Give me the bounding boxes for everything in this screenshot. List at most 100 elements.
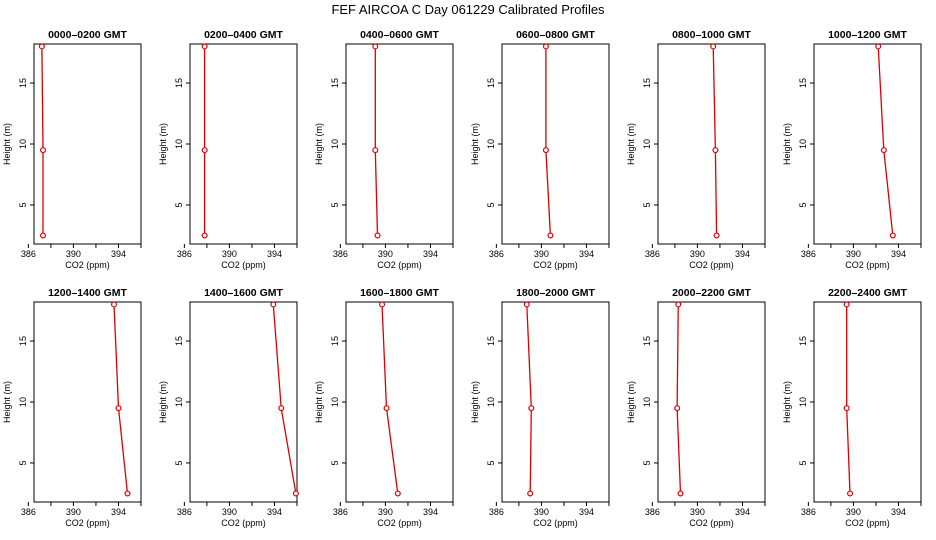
x-tick-label: 390 <box>222 507 237 517</box>
plot-frame <box>345 301 454 503</box>
profile-point <box>40 232 47 239</box>
profile-line <box>272 304 297 494</box>
y-tick-label: 5 <box>486 460 496 465</box>
x-tick-label: 386 <box>489 507 504 517</box>
profile-point <box>843 405 850 412</box>
profile-point <box>292 490 299 497</box>
y-tick-label: 10 <box>174 139 184 149</box>
y-axis-label: Height (m) <box>470 123 480 165</box>
y-tick-label: 5 <box>798 460 808 465</box>
y-tick-label: 5 <box>174 460 184 465</box>
x-tick-label: 394 <box>735 249 750 259</box>
profile-point <box>843 301 850 308</box>
x-tick-label: 390 <box>222 249 237 259</box>
panel-title: 2000–2200 GMT <box>672 287 751 299</box>
profile-point <box>201 147 208 154</box>
profile-point <box>372 43 379 50</box>
profile-point <box>379 301 386 308</box>
y-tick-label: 15 <box>798 336 808 346</box>
profile-point <box>542 43 549 50</box>
plot-frame <box>501 301 610 503</box>
profile-line <box>676 304 682 494</box>
profile-point <box>270 301 277 308</box>
x-tick-label: 390 <box>690 249 705 259</box>
profile-line <box>877 46 894 236</box>
y-tick-label: 10 <box>18 397 28 407</box>
x-tick-label: 390 <box>378 507 393 517</box>
profile-point <box>713 232 720 239</box>
y-tick-label: 5 <box>174 202 184 207</box>
x-tick-label: 386 <box>333 507 348 517</box>
x-axis-label: CO2 (ppm) <box>377 260 422 270</box>
profile-point <box>889 232 896 239</box>
y-tick-label: 5 <box>642 460 652 465</box>
plot-frame <box>501 43 610 245</box>
x-tick-label: 390 <box>66 507 81 517</box>
y-tick-label: 5 <box>330 460 340 465</box>
profile-line <box>846 304 851 494</box>
panel-title: 0600–0800 GMT <box>516 29 595 41</box>
x-tick-label: 386 <box>21 507 36 517</box>
y-tick-label: 10 <box>798 139 808 149</box>
profile-point <box>201 232 208 239</box>
x-tick-label: 386 <box>801 249 816 259</box>
profile-point <box>528 405 535 412</box>
profile-line <box>374 46 379 236</box>
y-tick-label: 15 <box>486 336 496 346</box>
y-tick-label: 5 <box>798 202 808 207</box>
panel-title: 1800–2000 GMT <box>516 287 595 299</box>
x-axis-label: CO2 (ppm) <box>689 260 734 270</box>
profile-point <box>674 405 681 412</box>
x-tick-label: 394 <box>891 249 906 259</box>
profile-point <box>115 405 122 412</box>
y-tick-label: 5 <box>18 202 28 207</box>
y-tick-label: 10 <box>174 397 184 407</box>
y-axis-label: Height (m) <box>626 123 636 165</box>
panel-title: 0800–1000 GMT <box>672 29 751 41</box>
x-tick-label: 390 <box>846 249 861 259</box>
plot-frame <box>657 43 766 245</box>
y-tick-label: 10 <box>330 397 340 407</box>
y-tick-label: 15 <box>18 78 28 88</box>
x-tick-label: 394 <box>267 249 282 259</box>
plot-frame <box>33 43 142 245</box>
y-tick-label: 15 <box>642 336 652 346</box>
profile-point <box>675 301 682 308</box>
x-tick-label: 390 <box>378 249 393 259</box>
profile-point <box>38 43 45 50</box>
panel-title: 0000–0200 GMT <box>48 29 127 41</box>
x-tick-label: 386 <box>489 249 504 259</box>
y-axis-label: Height (m) <box>314 381 324 423</box>
profile-point <box>372 147 379 154</box>
profile-point <box>677 490 684 497</box>
profile-point <box>278 405 285 412</box>
x-tick-label: 394 <box>423 507 438 517</box>
x-tick-label: 386 <box>21 249 36 259</box>
panel-title: 0400–0600 GMT <box>360 29 439 41</box>
x-tick-label: 394 <box>267 507 282 517</box>
x-tick-label: 386 <box>177 507 192 517</box>
x-tick-label: 394 <box>111 507 126 517</box>
y-tick-label: 15 <box>642 78 652 88</box>
x-axis-label: CO2 (ppm) <box>845 518 890 528</box>
y-tick-label: 15 <box>18 336 28 346</box>
profile-point <box>527 490 534 497</box>
plot-frame <box>813 43 922 245</box>
x-tick-label: 390 <box>534 507 549 517</box>
y-tick-label: 15 <box>798 78 808 88</box>
y-tick-label: 10 <box>486 139 496 149</box>
panel-title: 2200–2400 GMT <box>828 287 907 299</box>
plot-frame <box>345 43 454 245</box>
profile-line <box>381 304 399 494</box>
x-axis-label: CO2 (ppm) <box>533 518 578 528</box>
x-tick-label: 390 <box>66 249 81 259</box>
y-axis-label: Height (m) <box>626 381 636 423</box>
x-tick-label: 386 <box>645 507 660 517</box>
